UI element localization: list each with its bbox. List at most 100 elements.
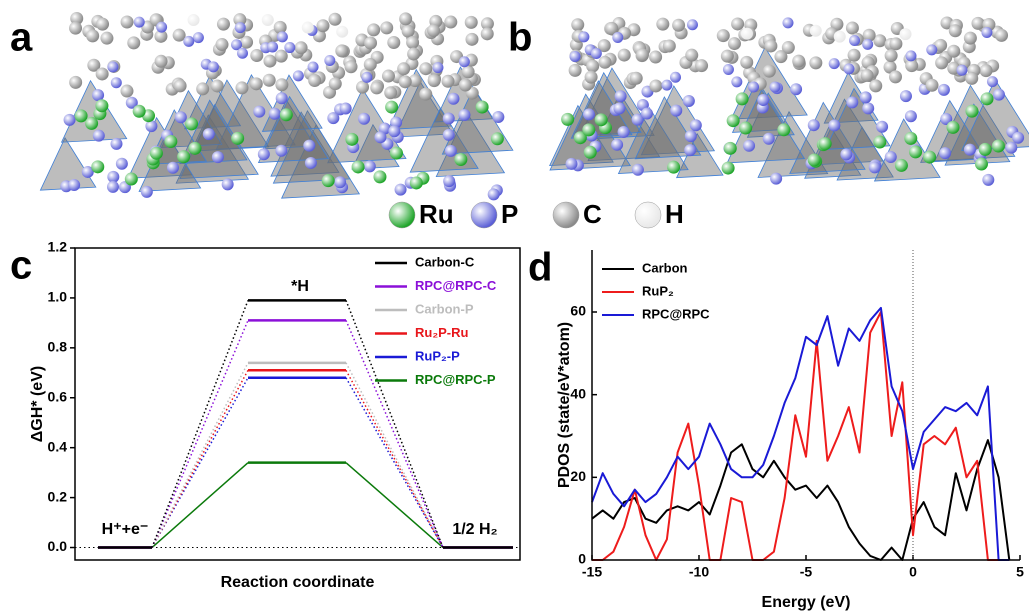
atom bbox=[935, 56, 948, 69]
atom bbox=[770, 173, 782, 185]
atom bbox=[188, 142, 201, 155]
atom bbox=[476, 101, 489, 114]
atom bbox=[258, 148, 270, 160]
atom bbox=[808, 153, 821, 166]
connector bbox=[152, 463, 248, 548]
atom bbox=[196, 82, 209, 95]
y-axis-label: PDOS (state/eV*atom) bbox=[556, 322, 573, 488]
atom bbox=[491, 132, 504, 145]
legend-label: RPC@RPC bbox=[642, 306, 710, 321]
atom bbox=[447, 93, 459, 105]
atom bbox=[630, 72, 643, 85]
atom bbox=[492, 111, 504, 123]
atom bbox=[939, 147, 951, 159]
atom bbox=[840, 148, 852, 160]
atom bbox=[64, 114, 76, 126]
connector bbox=[152, 363, 248, 548]
atom bbox=[364, 58, 377, 71]
legend-swatch bbox=[553, 202, 579, 228]
y-tick-label: 1.2 bbox=[48, 239, 68, 255]
atom bbox=[374, 131, 386, 143]
atom bbox=[578, 31, 589, 42]
atom bbox=[612, 32, 623, 43]
legend-label: P bbox=[501, 199, 518, 229]
atom bbox=[188, 14, 200, 26]
atom bbox=[721, 50, 734, 63]
atom bbox=[462, 65, 475, 78]
atom bbox=[253, 106, 265, 118]
atom bbox=[308, 74, 321, 87]
figure: a b c d RuPCH0.00.20.40.60.81.01.2ΔGH* (… bbox=[0, 0, 1029, 613]
atom bbox=[308, 61, 319, 72]
atom bbox=[388, 125, 400, 137]
x-tick-label: -15 bbox=[582, 564, 602, 580]
atom bbox=[303, 140, 315, 152]
atom bbox=[295, 41, 308, 54]
y-tick-label: 0.2 bbox=[48, 488, 68, 504]
atom bbox=[235, 22, 246, 33]
atom bbox=[316, 19, 329, 32]
atom bbox=[595, 113, 608, 126]
atom bbox=[488, 188, 500, 200]
atom bbox=[121, 16, 134, 29]
atom bbox=[293, 70, 304, 81]
atom bbox=[964, 144, 976, 156]
atom bbox=[133, 105, 146, 118]
atom bbox=[387, 36, 400, 49]
legend-swatch bbox=[471, 202, 497, 228]
atom bbox=[95, 99, 108, 112]
atom bbox=[809, 56, 822, 69]
atom bbox=[419, 88, 432, 101]
atom bbox=[231, 132, 244, 145]
legend-swatch bbox=[635, 202, 661, 228]
panel-label: c bbox=[10, 244, 32, 288]
atom bbox=[1005, 142, 1017, 154]
x-axis-label: Reaction coordinate bbox=[221, 574, 375, 591]
atom bbox=[736, 92, 749, 105]
atom bbox=[670, 72, 681, 83]
atom bbox=[107, 181, 119, 193]
atom bbox=[739, 122, 752, 135]
atom bbox=[980, 64, 993, 77]
atom bbox=[900, 90, 912, 102]
atom bbox=[615, 90, 627, 102]
atom bbox=[352, 160, 365, 173]
atom bbox=[280, 108, 293, 121]
atom bbox=[723, 64, 734, 75]
atom bbox=[275, 145, 287, 157]
atom bbox=[465, 33, 478, 46]
atom bbox=[174, 79, 187, 92]
atom bbox=[100, 32, 113, 45]
atom bbox=[399, 12, 412, 25]
atom bbox=[834, 31, 846, 43]
y-tick-label: 1.0 bbox=[48, 289, 68, 305]
atom bbox=[687, 19, 698, 30]
atom bbox=[569, 64, 582, 77]
atom bbox=[93, 130, 105, 142]
atom bbox=[618, 49, 631, 62]
atom bbox=[561, 113, 574, 126]
atom bbox=[459, 78, 472, 91]
atom bbox=[465, 16, 478, 29]
connector bbox=[152, 320, 248, 547]
atom bbox=[345, 133, 358, 146]
atom bbox=[722, 162, 735, 175]
atom bbox=[748, 82, 759, 93]
atom bbox=[566, 158, 578, 170]
atom bbox=[373, 170, 386, 183]
atom bbox=[86, 29, 99, 42]
atom bbox=[743, 140, 755, 152]
atom bbox=[763, 133, 775, 145]
atom bbox=[777, 123, 790, 136]
atom bbox=[741, 28, 753, 40]
atom bbox=[618, 126, 630, 138]
atom bbox=[120, 85, 133, 98]
atom bbox=[69, 22, 82, 35]
atom bbox=[819, 137, 832, 150]
atom bbox=[876, 121, 888, 133]
series-line bbox=[592, 440, 1009, 560]
atom bbox=[965, 105, 978, 118]
atom bbox=[846, 22, 859, 35]
atom bbox=[889, 37, 902, 50]
atom bbox=[384, 86, 397, 99]
